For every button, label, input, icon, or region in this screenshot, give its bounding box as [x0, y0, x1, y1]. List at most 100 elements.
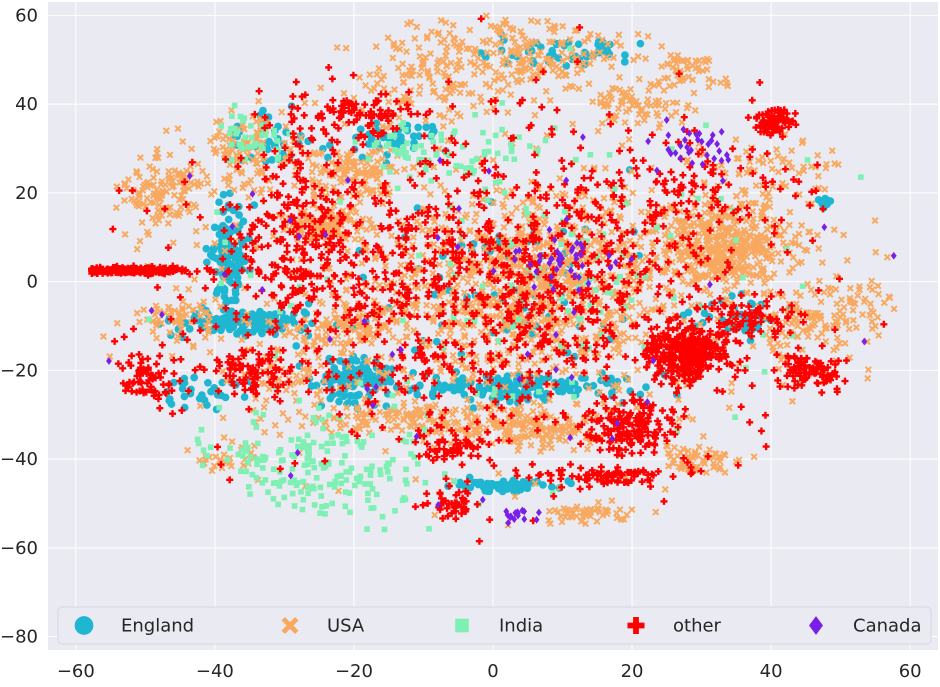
data-point-england: [413, 391, 421, 399]
data-point-england: [232, 290, 240, 298]
data-point-india: [558, 242, 564, 248]
data-point-india: [485, 197, 491, 203]
data-point-india: [372, 143, 378, 149]
data-point-india: [318, 485, 324, 491]
data-point-england: [211, 224, 219, 232]
data-point-england: [232, 296, 240, 304]
data-point-india: [400, 318, 406, 324]
data-point-england: [480, 387, 488, 395]
data-point-india: [250, 472, 256, 478]
data-point-india: [516, 317, 522, 323]
data-point-india: [740, 275, 746, 281]
data-point-england: [220, 191, 228, 199]
data-point-india: [562, 209, 568, 215]
data-point-india: [326, 412, 332, 418]
data-point-india: [329, 501, 335, 507]
data-point-india: [249, 135, 255, 141]
data-point-england: [621, 58, 629, 66]
data-point-england: [221, 285, 229, 293]
data-point-england: [422, 123, 430, 131]
data-point-india: [516, 134, 522, 140]
data-point-india: [361, 439, 367, 445]
data-point-india: [407, 432, 413, 438]
data-point-india: [301, 479, 307, 485]
data-point-india: [527, 143, 533, 149]
data-point-india: [368, 472, 374, 478]
data-point-india: [438, 132, 444, 138]
data-point-england: [575, 40, 583, 48]
data-point-india: [374, 492, 380, 498]
data-point-india: [482, 149, 488, 155]
data-point-india: [246, 484, 252, 490]
data-point-england: [348, 392, 356, 400]
data-point-india: [499, 100, 505, 106]
data-point-india: [423, 167, 429, 173]
data-point-india: [298, 489, 304, 495]
data-point-england: [359, 274, 367, 282]
data-point-india: [380, 514, 386, 520]
data-point-england: [502, 481, 510, 489]
data-point-england: [201, 396, 209, 404]
data-point-india: [510, 324, 516, 330]
data-point-india: [762, 369, 768, 375]
data-point-india: [342, 453, 348, 459]
data-point-india: [387, 169, 393, 175]
data-point-india: [629, 297, 635, 303]
data-point-india: [290, 466, 296, 472]
data-point-england: [213, 289, 221, 297]
data-point-india: [301, 497, 307, 503]
data-point-england: [335, 398, 343, 406]
data-point-england: [511, 382, 519, 390]
data-point-india: [344, 439, 350, 445]
data-point-india: [369, 432, 375, 438]
data-point-india: [392, 508, 398, 514]
data-point-india: [306, 455, 312, 461]
data-point-india: [509, 146, 515, 152]
data-point-england: [168, 400, 176, 408]
data-point-india: [295, 444, 301, 450]
data-point-india: [536, 389, 542, 395]
data-point-india: [254, 424, 260, 430]
data-point-india: [260, 132, 266, 138]
data-point-england: [637, 40, 645, 48]
data-point-england: [509, 477, 517, 485]
data-point-india: [235, 452, 241, 458]
data-point-england: [259, 107, 267, 115]
data-point-india: [347, 509, 353, 515]
data-point-england: [313, 382, 321, 390]
data-point-india: [146, 316, 152, 322]
data-point-india: [271, 496, 277, 502]
data-point-india: [695, 196, 701, 202]
data-point-india: [281, 477, 287, 483]
data-point-india: [733, 237, 739, 243]
data-point-england: [548, 483, 556, 491]
data-point-india: [320, 426, 326, 432]
data-point-india: [271, 466, 277, 472]
data-point-england: [479, 482, 487, 490]
data-point-india: [567, 46, 573, 52]
data-point-india: [434, 151, 440, 157]
data-point-india: [321, 465, 327, 471]
data-point-england: [504, 372, 512, 380]
data-point-india: [238, 144, 244, 150]
data-point-india: [608, 290, 614, 296]
data-point-india: [392, 147, 398, 153]
data-point-india: [339, 460, 345, 466]
data-point-india: [245, 460, 251, 466]
data-point-india: [275, 502, 281, 508]
data-point-india: [247, 454, 253, 460]
data-point-england: [292, 342, 300, 350]
data-point-india: [276, 154, 282, 160]
data-point-india: [319, 417, 325, 423]
data-point-india: [305, 432, 311, 438]
data-point-india: [362, 481, 368, 487]
data-point-india: [612, 186, 618, 192]
data-point-india: [248, 273, 254, 279]
data-point-india: [571, 394, 577, 400]
data-point-india: [858, 174, 864, 180]
data-point-india: [319, 504, 325, 510]
data-point-india: [577, 316, 583, 322]
data-point-india: [805, 157, 811, 163]
data-point-india: [385, 469, 391, 475]
data-point-india: [503, 156, 509, 162]
